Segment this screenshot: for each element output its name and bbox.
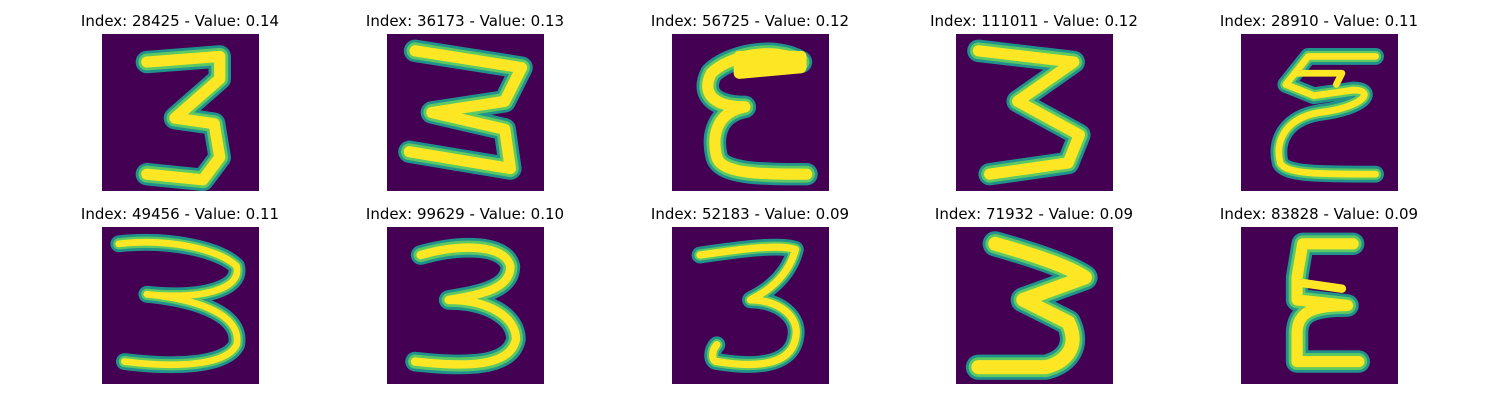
- panel-title: Index: 28425 - Value: 0.14: [80, 12, 280, 30]
- panel-title: Index: 71932 - Value: 0.09: [934, 205, 1134, 223]
- digit-image: [1241, 34, 1398, 191]
- digit-image: [387, 227, 544, 384]
- panel-title: Index: 56725 - Value: 0.12: [650, 12, 850, 30]
- digit-image: [956, 34, 1113, 191]
- digit-image: [1241, 227, 1398, 384]
- digit-image: [102, 227, 259, 384]
- digit-image: [956, 227, 1113, 384]
- digit-image: [672, 227, 829, 384]
- digit-image: [672, 34, 829, 191]
- panel-title: Index: 83828 - Value: 0.09: [1219, 205, 1419, 223]
- panel-title: Index: 99629 - Value: 0.10: [365, 205, 565, 223]
- panel-title: Index: 36173 - Value: 0.13: [365, 12, 565, 30]
- digit-image: [387, 34, 544, 191]
- digit-image: [102, 34, 259, 191]
- panel-title: Index: 49456 - Value: 0.11: [80, 205, 280, 223]
- panel-title: Index: 28910 - Value: 0.11: [1219, 12, 1419, 30]
- panel-title: Index: 111011 - Value: 0.12: [930, 12, 1138, 30]
- panel-title: Index: 52183 - Value: 0.09: [650, 205, 850, 223]
